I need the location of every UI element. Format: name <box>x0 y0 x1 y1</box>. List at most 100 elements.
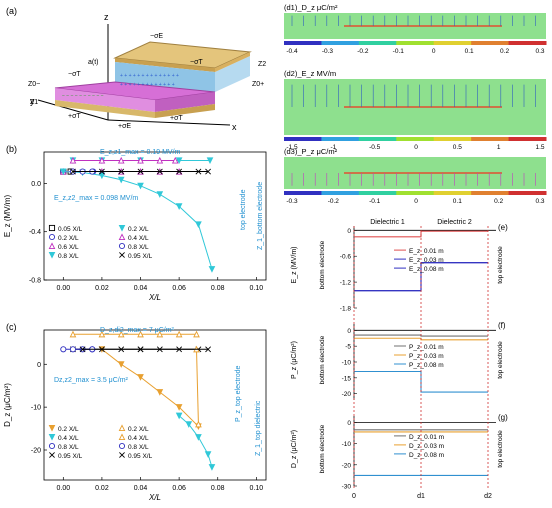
x-tick-label-g-0: 0 <box>352 493 356 500</box>
field-maps-svg: (d1)_D_z μC/m² -0.4 -0.3 -0.2 -0.1 0 0.1 0.2 0.3… <box>284 3 547 205</box>
label-a-t: a(t) <box>88 59 99 66</box>
legend-c-label-3: 0.95 X/L <box>58 453 83 460</box>
x-tick-label: 0.00 <box>56 285 70 292</box>
map-label-d2: (d2)_E_z MV/m <box>284 69 336 78</box>
colorbar-tick-d1-0: -0.4 <box>286 48 298 55</box>
label-minus-sigma-e-top: −σE <box>150 33 163 40</box>
x-tick-label: 0.08 <box>211 485 225 492</box>
data-point-7-5-b <box>176 168 183 175</box>
data-point-7-6 <box>195 168 202 175</box>
y-tick-label-f: -10 <box>342 360 352 367</box>
colorbar-seg-d1-4 <box>433 41 472 45</box>
top-dielectric-side <box>215 56 250 92</box>
data-point-7-0 <box>79 346 86 353</box>
legend-label-f-0: P_z_0.01 m <box>409 344 444 351</box>
colorbar-tick-d2-4: 0.5 <box>453 144 462 151</box>
plot-frame <box>43 329 267 481</box>
data-point-4-4 <box>206 157 214 165</box>
label-z0-plus: Z0+ <box>252 81 264 88</box>
data-point-7-5 <box>176 168 183 175</box>
colorbar-tick-d3-3: 0 <box>414 198 418 205</box>
series-line-5 <box>196 349 199 425</box>
annotation-c-1: Dz,z2_max = 3.5 μC/m² <box>54 377 129 384</box>
bottom-dielectric-side <box>155 92 215 112</box>
data-point-0-1 <box>117 361 125 368</box>
data-point-1-2 <box>195 434 202 441</box>
x-tick-label: 0.06 <box>172 285 186 292</box>
data-point-7-0-b <box>79 346 86 353</box>
colorbar-seg-d3-3 <box>396 191 435 195</box>
chart-b-svg: (b) 0.00 0.02 0.04 0.06 0.08 0.10 -0.8 -0.4 0.0 X/… <box>3 144 267 302</box>
legend-b-marker-5 <box>118 233 126 241</box>
data-point-3-3 <box>117 176 125 184</box>
y-tick-label: 0.0 <box>31 181 41 188</box>
colorbar-seg-d2-1 <box>321 137 360 141</box>
side-label-bottom-e: bottom electrode <box>319 240 326 289</box>
legend-c-label-5: 0.4 X/L <box>128 435 149 442</box>
y-tick-label: -10 <box>31 405 41 412</box>
data-point-4-1 <box>98 330 106 338</box>
colorbar-seg-d1-0 <box>284 41 322 45</box>
colorbar-tick-d2-1: -1 <box>330 144 336 151</box>
side-label-bottom-g: bottom electrode <box>319 424 326 473</box>
data-point-4-3 <box>137 330 144 338</box>
label-plus-sigma-t-left: +σT <box>68 113 81 120</box>
legend-b-label-3: 0.8 X/L <box>58 253 79 260</box>
data-point-7-2-b <box>205 346 212 353</box>
y-axis-label-e: E_z (MV/m) <box>291 247 298 284</box>
panel-label-a: (a) <box>6 6 17 16</box>
annotation-c-0: D_z,di2_max = 7 μC/m² <box>100 327 175 334</box>
legend-c-marker-4 <box>118 424 126 432</box>
colorbar-tick-d1-4: 0 <box>432 48 436 55</box>
y-tick-label-f: -15 <box>342 375 352 382</box>
legend-b-marker-1 <box>48 233 56 241</box>
legend-c-label-6: 0.8 X/L <box>128 444 149 451</box>
legend-c-label-1: 0.4 X/L <box>58 435 79 442</box>
profile-line-f-2 <box>354 370 488 393</box>
colorbar-tick-d2-5: 1 <box>497 144 501 151</box>
data-point-3-5 <box>156 191 164 198</box>
legend-label-g-0: D_z_0.01 m <box>409 434 444 441</box>
colorbar-tick-d3-0: -0.3 <box>286 198 298 205</box>
colorbar-seg-d3-4 <box>433 191 472 195</box>
colorbar-seg-d2-2 <box>358 137 397 141</box>
profiles-svg: (e) 0 -0.6 -1.2 -1.8 E_z (MV/m) bottom electro… <box>291 219 508 500</box>
legend-c-marker-3-b <box>49 452 55 458</box>
y-tick-label-g: -20 <box>342 462 352 469</box>
annotation-c-2: P_z_top electrode <box>235 365 242 422</box>
label-z1: Z1 <box>30 99 38 106</box>
y-axis-label-g: D_z (μC/m²) <box>291 430 298 468</box>
top-electrode-side <box>115 58 215 72</box>
legend-c-marker-0 <box>48 424 56 432</box>
colorbar-seg-d1-6 <box>508 41 547 45</box>
x-tick-label: 0.04 <box>134 485 148 492</box>
side-label-bottom-f: bottom electrode <box>319 335 326 384</box>
panel-label-e: (e) <box>498 223 508 232</box>
y-tick-label: -0.4 <box>29 229 41 236</box>
data-point-7-3-b <box>137 168 144 175</box>
y-tick-label-f: 0 <box>347 328 351 335</box>
legend-b-marker-3 <box>48 251 56 259</box>
data-point-5-3 <box>137 156 144 164</box>
data-point-5-1 <box>195 420 202 428</box>
colorbar-tick-d3-5: 0.2 <box>494 198 503 205</box>
legend-b-label-0: 0.05 X/L <box>58 226 83 233</box>
label-plus-sigma-t-right: +σT <box>170 115 183 122</box>
legend-label-e-1: E_z_0.03 m <box>409 257 444 264</box>
data-point-1-3 <box>204 451 212 458</box>
axis-y-label: y <box>30 96 35 106</box>
data-point-4-5 <box>175 330 183 338</box>
x-tick-label: 0.00 <box>56 485 70 492</box>
data-point-7-1 <box>137 346 144 353</box>
data-point-2-0 <box>60 346 67 353</box>
legend-c-marker-6 <box>118 442 126 450</box>
legend-b-label-6: 0.8 X/L <box>128 244 149 251</box>
y-tick-label-e: -1.2 <box>340 280 352 287</box>
y-axis-label: E_z (MV/m) <box>3 195 12 238</box>
colorbar-seg-d2-5 <box>471 137 510 141</box>
legend-c-label-7: 0.95 X/L <box>128 453 153 460</box>
x-tick-label: 0.02 <box>95 485 109 492</box>
data-point-7-2-b <box>118 168 125 175</box>
colorbar-seg-d1-2 <box>358 41 397 45</box>
legend-c-marker-7-b <box>119 452 125 458</box>
